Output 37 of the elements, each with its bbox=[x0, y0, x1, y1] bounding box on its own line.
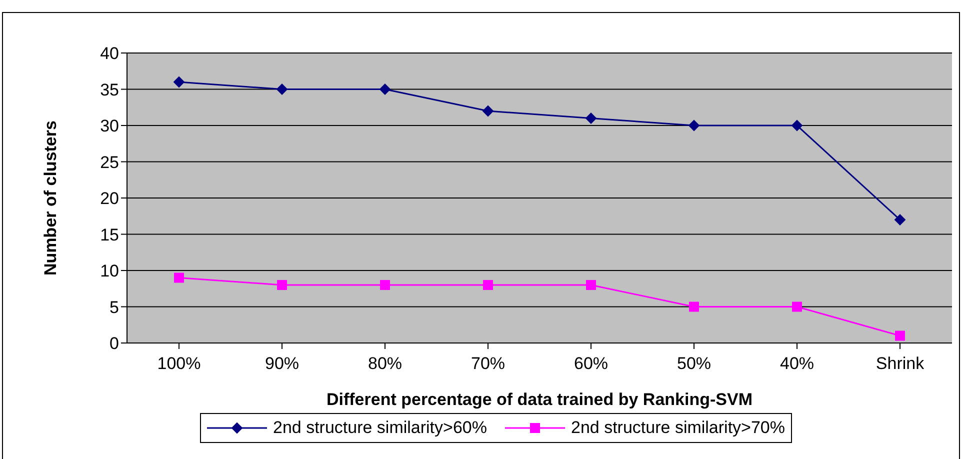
point bbox=[380, 280, 390, 290]
x-axis-title: Different percentage of data trained by Ranking-SVM bbox=[326, 390, 753, 409]
point bbox=[174, 76, 184, 88]
y-tick-label: 25 bbox=[100, 152, 119, 172]
y-tick-label: 5 bbox=[110, 298, 119, 317]
point bbox=[586, 280, 596, 290]
x-tick-label: 50% bbox=[676, 354, 712, 374]
point bbox=[483, 280, 493, 290]
y-tick-label: 35 bbox=[100, 80, 119, 100]
point bbox=[380, 84, 390, 95]
point bbox=[276, 84, 288, 95]
point bbox=[277, 280, 287, 290]
x-tick-label: 70% bbox=[470, 354, 506, 374]
y-tick-label: 20 bbox=[100, 189, 119, 208]
y-tick-label: 10 bbox=[100, 262, 119, 281]
point bbox=[174, 272, 184, 283]
x-tick-label: 80% bbox=[368, 354, 402, 374]
point bbox=[792, 120, 802, 131]
x-tick-label: Shrink bbox=[876, 354, 925, 374]
y-tick-label: 0 bbox=[110, 334, 119, 354]
point bbox=[894, 214, 906, 226]
y-axis-title: Number of clusters bbox=[41, 120, 60, 276]
legend-label: 2nd structure similarity>70% bbox=[571, 418, 786, 438]
y-tick-label: 40 bbox=[100, 44, 119, 64]
legend-label: 2nd structure similarity>60% bbox=[272, 418, 487, 438]
point bbox=[482, 106, 494, 116]
point bbox=[895, 330, 905, 341]
point bbox=[689, 302, 699, 312]
x-tick-label: 40% bbox=[780, 354, 814, 374]
y-tick-label: 15 bbox=[100, 225, 119, 244]
x-tick-label: 100% bbox=[157, 354, 201, 374]
point bbox=[688, 120, 700, 131]
point bbox=[792, 302, 802, 312]
x-tick-label: 60% bbox=[574, 354, 608, 374]
point bbox=[586, 112, 596, 124]
y-tick-label: 30 bbox=[100, 116, 119, 136]
x-tick-label: 90% bbox=[264, 354, 300, 374]
